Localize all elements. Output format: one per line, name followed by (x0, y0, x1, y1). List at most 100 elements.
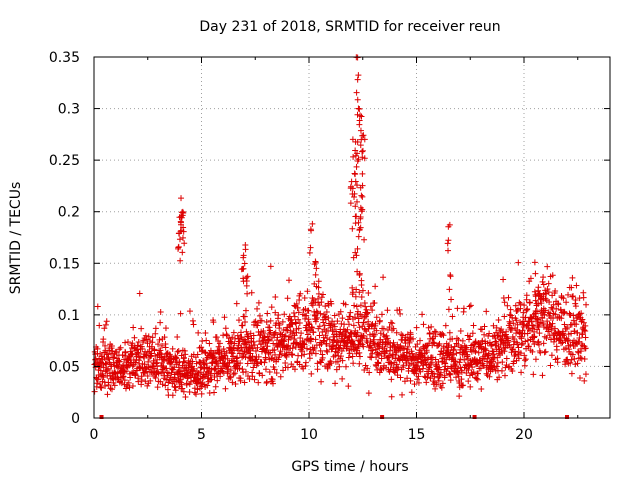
data-point (534, 308, 541, 315)
data-point (375, 360, 382, 367)
data-point (539, 372, 546, 379)
data-point (220, 346, 227, 353)
data-point (287, 334, 294, 341)
data-point (531, 341, 538, 348)
data-point (457, 327, 464, 334)
data-point (264, 343, 271, 350)
data-point (279, 318, 286, 325)
data-point (531, 333, 538, 340)
data-point (337, 308, 344, 315)
data-point (174, 348, 181, 355)
data-point (272, 309, 279, 316)
data-point (457, 356, 464, 363)
data-point (531, 259, 538, 266)
data-point (203, 360, 210, 367)
data-point (384, 307, 391, 314)
data-point (157, 319, 164, 326)
data-point (222, 385, 229, 392)
data-point (338, 331, 345, 338)
data-point (510, 320, 517, 327)
data-point (513, 307, 520, 314)
data-point (358, 113, 365, 120)
data-point (107, 385, 114, 392)
data-point (126, 362, 133, 369)
data-point (437, 351, 444, 358)
data-point (347, 200, 354, 207)
data-point (159, 381, 166, 388)
data-point (305, 307, 312, 314)
data-point (227, 374, 234, 381)
data-point (561, 309, 568, 316)
data-point (514, 341, 521, 348)
data-point (156, 336, 163, 343)
data-point (186, 388, 193, 395)
data-point (202, 349, 209, 356)
data-point (240, 351, 247, 358)
data-point (227, 367, 234, 374)
data-point (365, 318, 372, 325)
data-point (290, 310, 297, 317)
data-point (362, 326, 369, 333)
zero-marker (472, 415, 477, 419)
data-point (443, 356, 450, 363)
data-point (376, 317, 383, 324)
data-point (513, 317, 520, 324)
data-point (483, 347, 490, 354)
data-point (290, 327, 297, 334)
data-point (495, 317, 502, 324)
data-point (360, 319, 367, 326)
data-point (264, 310, 271, 317)
data-point (414, 376, 421, 383)
data-point (569, 293, 576, 300)
data-point (542, 348, 549, 355)
data-point (357, 112, 364, 119)
data-point (243, 277, 250, 284)
data-point (176, 236, 183, 243)
data-point (350, 322, 357, 329)
data-point (322, 363, 329, 370)
data-point (442, 322, 449, 329)
data-point (230, 329, 237, 336)
data-point (342, 363, 349, 370)
data-point (98, 384, 105, 391)
data-point (339, 375, 346, 382)
data-point (179, 385, 186, 392)
data-point (255, 353, 262, 360)
data-point (454, 365, 461, 372)
data-point (273, 370, 280, 377)
data-point (347, 309, 354, 316)
data-point (545, 289, 552, 296)
data-point (161, 334, 168, 341)
y-tick-label: 0.2 (58, 205, 80, 221)
data-point (539, 315, 546, 322)
data-point (246, 375, 253, 382)
data-point (521, 357, 528, 364)
data-point (207, 376, 214, 383)
data-point (270, 340, 277, 347)
data-point (226, 373, 233, 380)
data-point (204, 382, 211, 389)
data-point (157, 309, 164, 316)
data-point (155, 341, 162, 348)
data-point (555, 301, 562, 308)
data-point (138, 325, 145, 332)
data-point (162, 344, 169, 351)
data-point (175, 364, 182, 371)
data-point (259, 372, 266, 379)
data-point (143, 368, 150, 375)
data-point (349, 136, 356, 143)
data-point (398, 331, 405, 338)
data-point (241, 313, 248, 320)
data-point (542, 307, 549, 314)
data-point (520, 309, 527, 316)
data-point (346, 350, 353, 357)
data-point (387, 347, 394, 354)
data-point (357, 127, 364, 134)
data-point (456, 359, 463, 366)
data-point (313, 316, 320, 323)
data-point (583, 301, 590, 308)
data-point (352, 178, 359, 185)
data-point (481, 331, 488, 338)
data-point (427, 375, 434, 382)
data-point (312, 336, 319, 343)
